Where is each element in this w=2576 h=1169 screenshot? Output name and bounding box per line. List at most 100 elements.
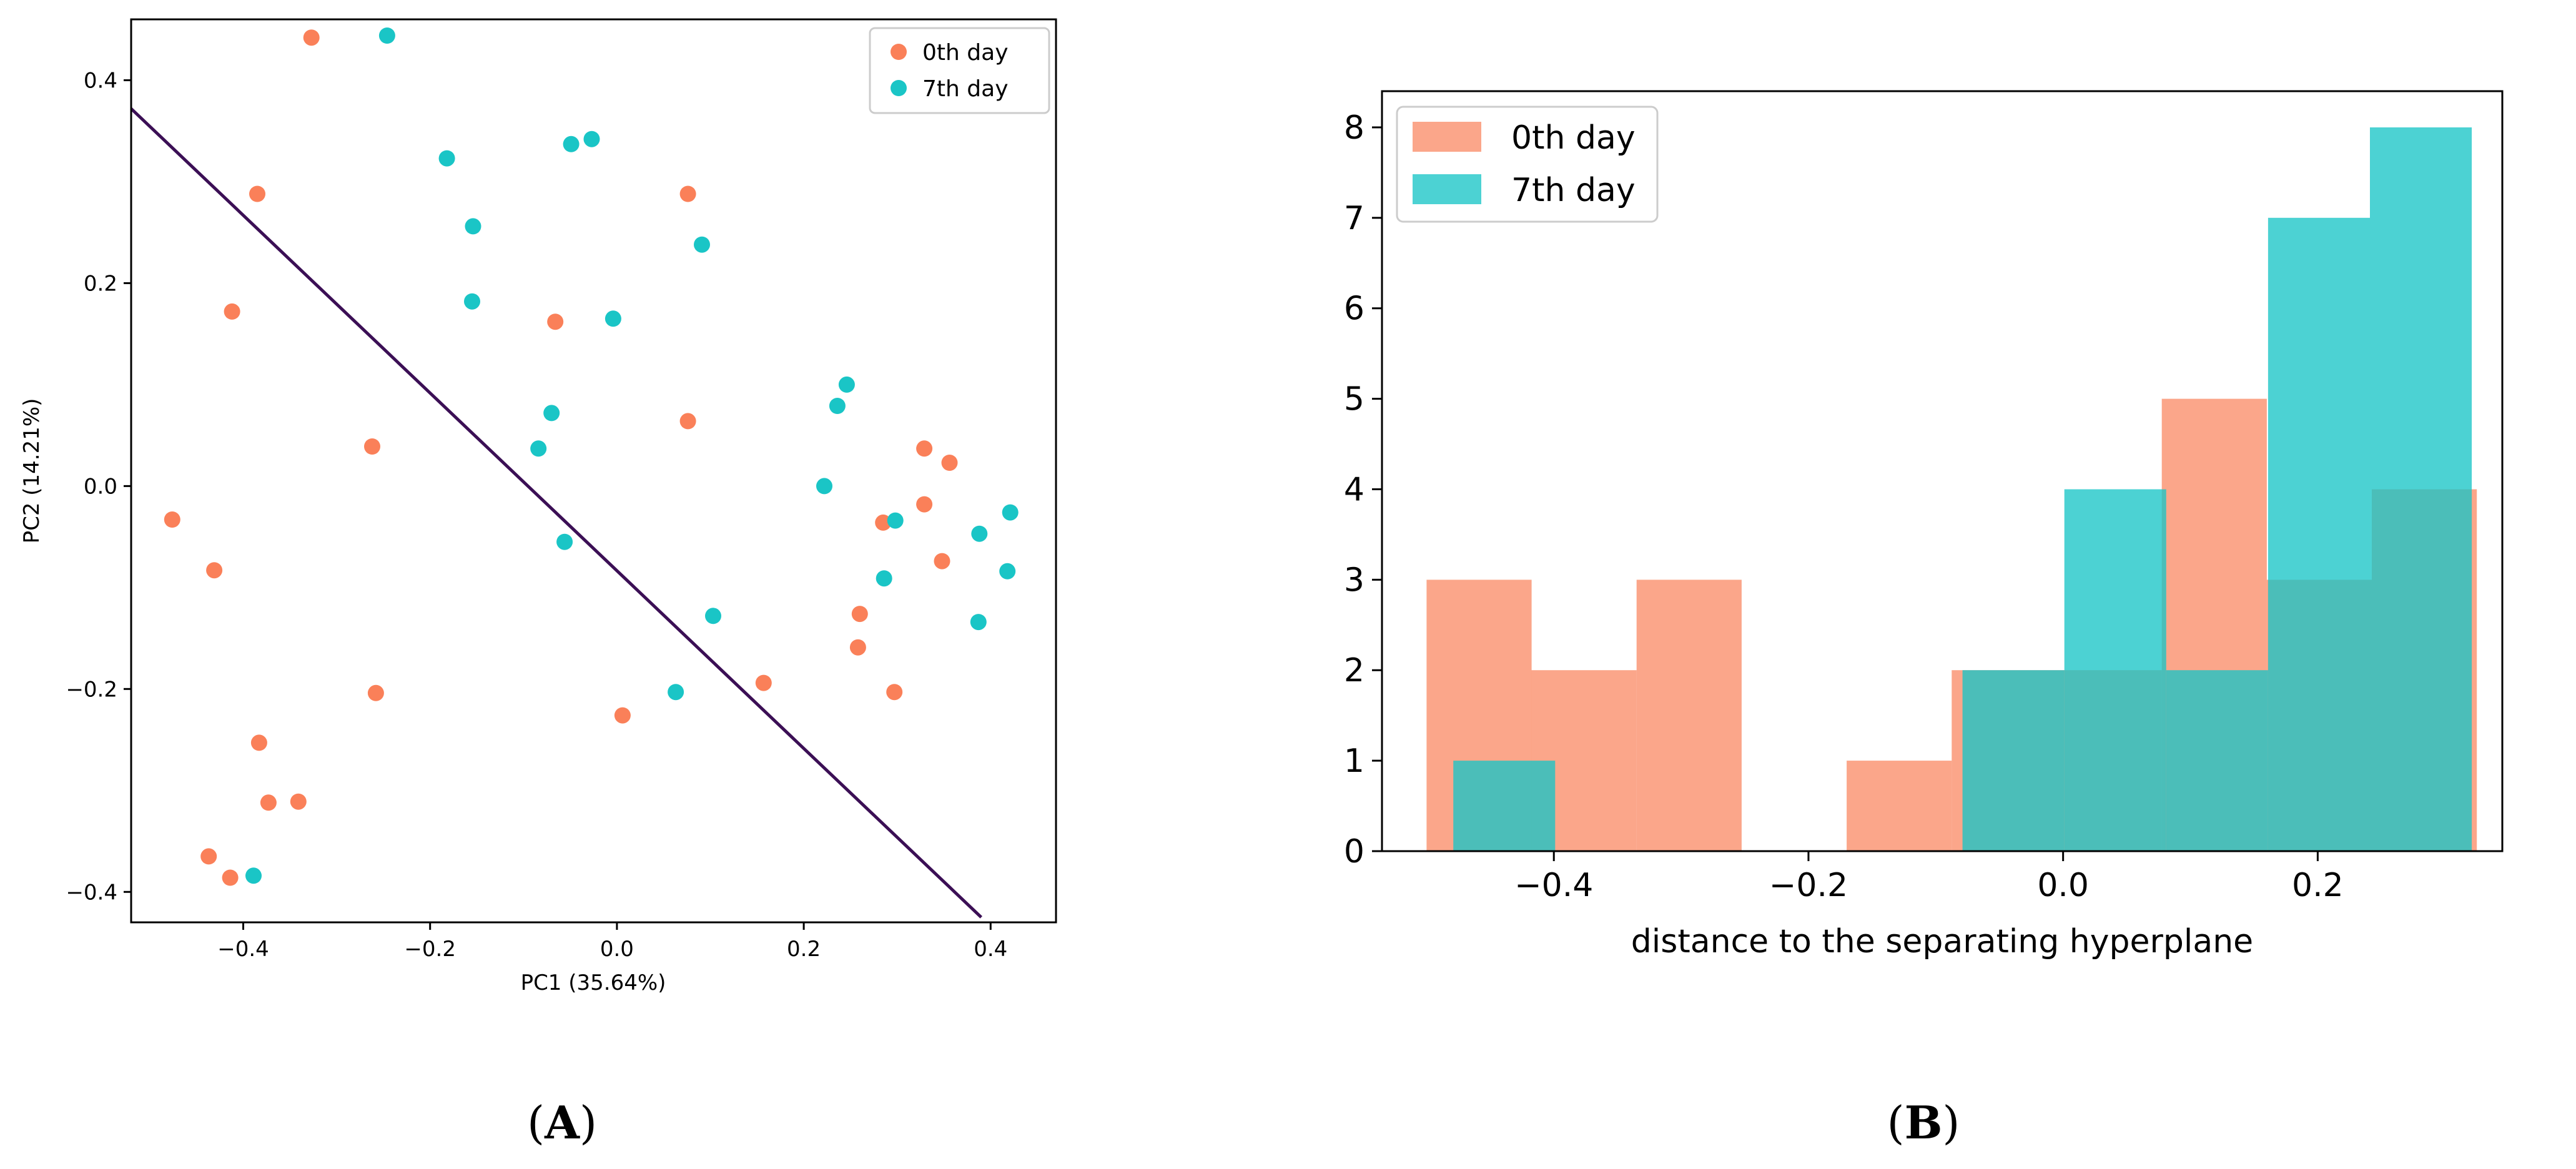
histogram-bar [1636,580,1742,851]
scatter-x-tick-label: 0.2 [787,937,821,962]
scatter-legend: 0th day 7th day [869,27,1050,114]
scatter-x-tick-label: −0.4 [217,937,269,962]
scatter-point [614,707,631,724]
scatter-points-day7 [245,27,1019,884]
histogram-x-tick-label: −0.2 [1769,867,1848,904]
scatter-point [694,236,710,253]
scatter-point [970,614,987,631]
separating-line [130,107,983,919]
scatter-y-tick-label: 0.0 [84,474,117,499]
scatter-legend-label-day0: 0th day [922,40,1009,66]
scatter-point [934,553,950,570]
histogram-legend: 0th day 7th day [1396,106,1659,223]
scatter-x-tick-label: −0.2 [404,937,456,962]
scatter-point [941,455,958,471]
histogram-plot-frame [1381,90,2504,852]
histogram-bar [2370,127,2472,851]
scatter-point [530,440,547,457]
scatter-panel: −0.4 −0.2 0.0 0.2 0.4 −0.4 −0.2 0.0 0.2 0.4 PC1 … [19,18,1057,995]
scatter-point [465,218,481,235]
scatter-point [971,525,988,542]
scatter-point [916,496,933,513]
histogram-y-tick-label: 6 [1344,290,1364,328]
scatter-point [563,136,580,152]
scatter-point [887,512,904,529]
scatter-point [249,185,265,202]
scatter-point [851,606,868,623]
histogram-bar [1847,761,1952,851]
scatter-point [438,150,455,167]
scatter-point [547,313,564,330]
scatter-point [367,684,384,701]
scatter-point [378,27,395,44]
panel-label-b: (B) [1887,1096,1960,1149]
scatter-y-tick-label: 0.2 [84,271,117,296]
scatter-point [164,511,180,528]
scatter-point [816,478,832,495]
histogram-bar [1962,670,2065,851]
scatter-point [290,793,307,810]
histogram-legend-patch-day7 [1413,174,1481,204]
histogram-y-tick-label: 0 [1344,833,1364,871]
histogram-x-axis-label: distance to the separating hyperplane [1631,923,2253,960]
scatter-plot-frame [130,18,1057,924]
panel-label-a: (A) [527,1096,597,1149]
histogram-x-tick-label: 0.2 [2292,867,2344,904]
histogram-y-tick-label: 8 [1344,109,1364,147]
scatter-point [556,533,573,550]
scatter-y-axis-label: PC2 (14.21%) [19,398,44,544]
histogram-x-tick-label: −0.4 [1514,867,1593,904]
scatter-point [705,608,721,624]
histogram-x-tick-label: 0.0 [2037,867,2089,904]
histogram-bars-day7 [1453,127,2472,851]
scatter-legend-marker-day7 [891,80,907,96]
histogram-y-tick-label: 2 [1344,652,1364,689]
scatter-point [755,674,772,691]
histogram-bar [2268,217,2370,851]
scatter-point [999,563,1016,580]
histogram-y-tick-label: 3 [1344,561,1364,599]
scatter-x-tick-label: 0.0 [600,937,634,962]
scatter-point [364,438,380,455]
scatter-point [1002,504,1019,521]
scatter-point [303,29,320,46]
histogram-y-ticks: 0 1 2 3 4 5 6 7 8 [1344,109,1382,871]
scatter-point [849,639,866,656]
scatter-point [679,185,696,202]
histogram-legend-patch-day0 [1413,122,1481,152]
scatter-point [876,570,892,587]
scatter-x-tick-label: 0.4 [974,937,1007,962]
scatter-point [886,684,903,701]
scatter-point [222,869,239,886]
histogram-legend-label-day7: 7th day [1511,172,1636,209]
histogram-y-tick-label: 5 [1344,381,1364,418]
histogram-bar [1453,761,1556,851]
scatter-point [679,413,696,430]
histogram-y-tick-label: 1 [1344,742,1364,780]
scatter-y-ticks: −0.4 −0.2 0.0 0.2 0.4 [66,68,131,905]
histogram-y-tick-label: 7 [1344,200,1364,237]
scatter-point [916,440,933,457]
scatter-point [260,794,277,811]
scatter-y-tick-label: −0.4 [66,880,117,905]
scatter-y-tick-label: 0.4 [84,68,117,93]
histogram-bar [2166,670,2268,851]
scatter-y-tick-label: −0.2 [66,677,117,702]
scatter-point [829,398,846,414]
histogram-x-ticks: −0.4 −0.2 0.0 0.2 [1514,851,2344,904]
histogram-legend-label-day0: 0th day [1511,119,1636,157]
scatter-legend-label-day7: 7th day [922,76,1009,102]
scatter-point [838,376,855,393]
scatter-point [668,684,684,701]
histogram-y-tick-label: 4 [1344,471,1364,508]
scatter-points-day0 [164,29,958,886]
scatter-point [583,131,600,147]
scatter-point [464,293,480,310]
scatter-point [543,405,560,422]
scatter-point [200,848,217,865]
histogram-panel: −0.4 −0.2 0.0 0.2 0 1 2 3 4 5 6 7 8 distance to the… [1344,90,2504,960]
scatter-point [206,562,223,579]
scatter-point [245,867,262,884]
scatter-point [875,514,892,531]
